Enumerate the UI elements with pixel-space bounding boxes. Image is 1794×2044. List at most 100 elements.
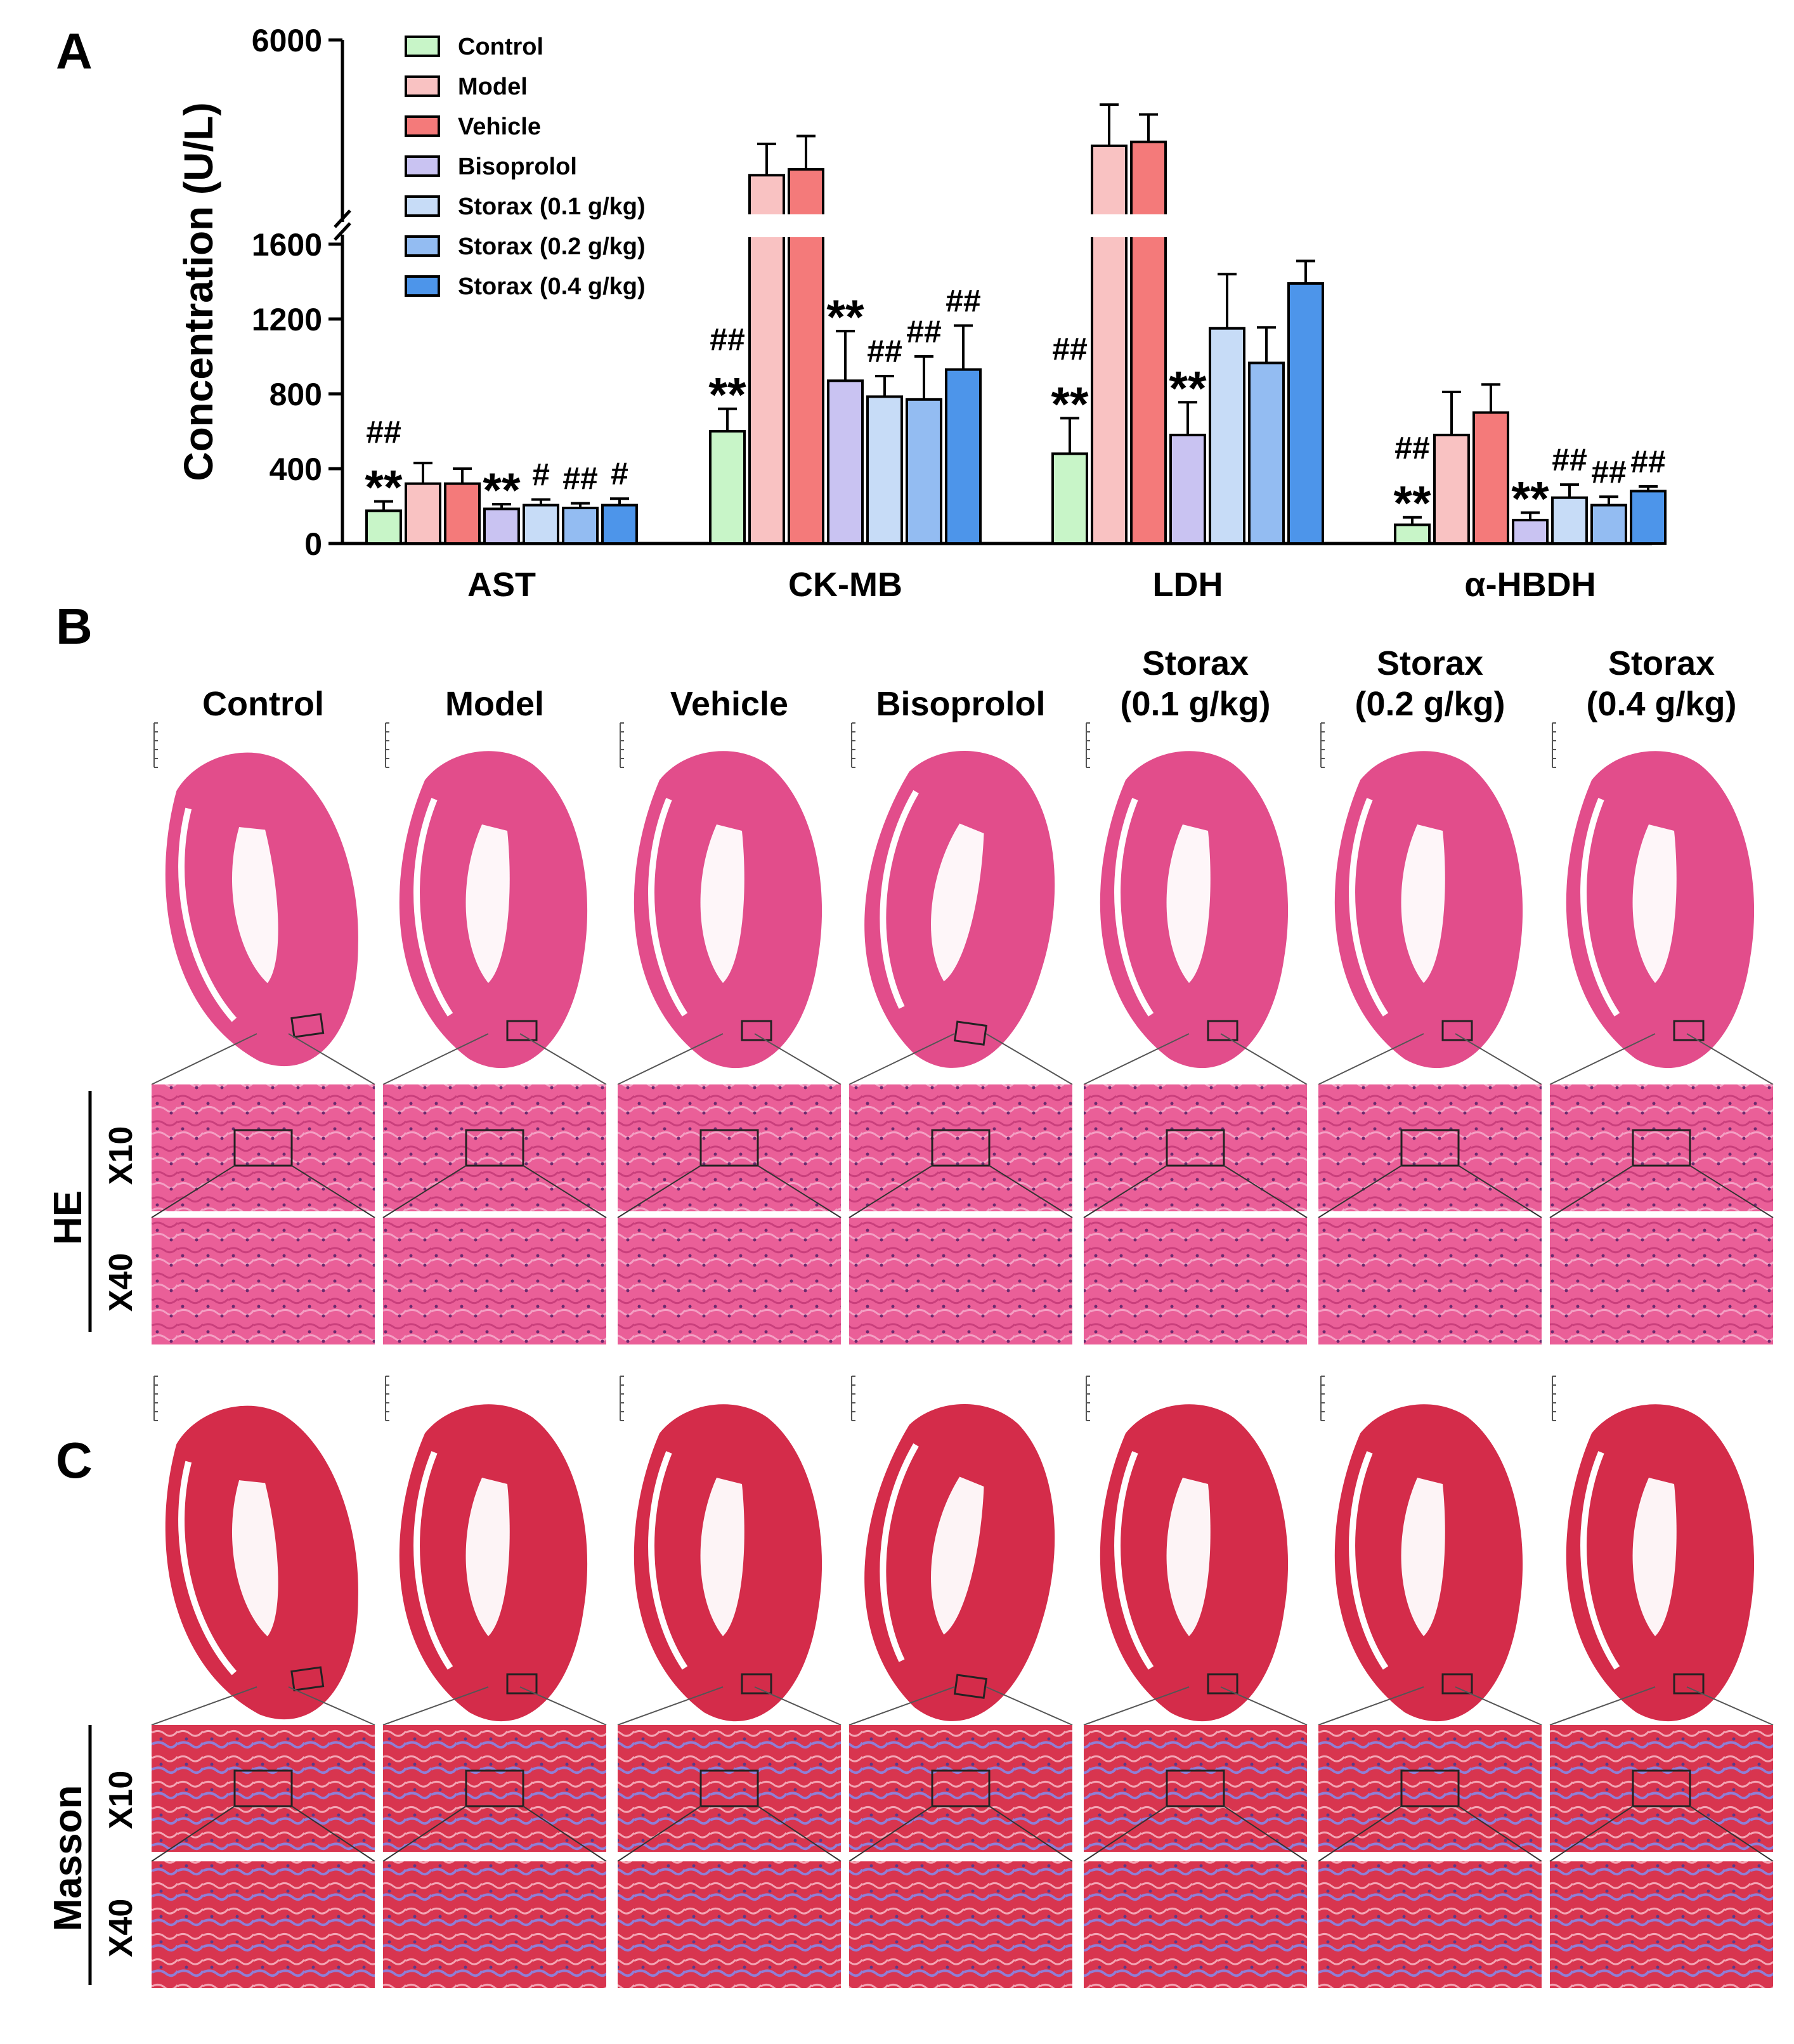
significance-stars: ** xyxy=(365,461,403,515)
right-ventricle-cleft xyxy=(1114,1451,1154,1670)
masson-heart xyxy=(165,1405,358,1720)
significance-annotations: **##** # ## #**## **######**##****##**## ## ## xyxy=(365,283,1665,530)
ventricle-cavity xyxy=(1166,824,1211,983)
bar-CK-MB-Control xyxy=(709,430,746,545)
zoom-connector xyxy=(754,1033,842,1085)
he-heart xyxy=(1100,751,1289,1069)
significance-hash: # xyxy=(532,457,550,493)
he-x10-tile xyxy=(1318,1084,1542,1211)
zoom-connector xyxy=(989,1165,1073,1218)
masson-x40-tile xyxy=(618,1861,841,1988)
significance-stars: ** xyxy=(1051,377,1089,431)
he-x10-tile xyxy=(1084,1084,1307,1211)
he-x40-tile xyxy=(152,1218,375,1344)
group-header: Control xyxy=(202,685,324,723)
masson-mag-high: X40 xyxy=(103,1899,140,1958)
zoom-connector xyxy=(288,1033,375,1085)
he-x10-tile xyxy=(1550,1084,1773,1211)
legend-swatch xyxy=(405,36,440,57)
legend-label: Vehicle xyxy=(458,114,541,140)
significance-hash: ## xyxy=(366,415,401,450)
he-x40-tile xyxy=(1318,1218,1542,1344)
masson-x10-tile xyxy=(618,1725,841,1852)
group-dose: (0.2 g/kg) xyxy=(1355,685,1505,723)
right-ventricle-cleft xyxy=(1349,798,1389,1017)
masson-heart xyxy=(399,1404,588,1722)
zoom-box xyxy=(233,1129,293,1167)
bar-α-HBDH-Storax (0.2 g/kg) xyxy=(1590,504,1627,545)
group-dose: (0.4 g/kg) xyxy=(1586,685,1736,723)
zoom-connector xyxy=(288,1686,375,1726)
masson-heart xyxy=(634,1404,822,1722)
ventricle-cavity xyxy=(931,1476,984,1635)
he-stain-label: HE xyxy=(46,1190,90,1245)
ventricle-cavity xyxy=(465,1478,510,1636)
legend-swatch xyxy=(405,195,440,217)
zoom-connector xyxy=(617,1033,724,1085)
he-x40-tile xyxy=(849,1218,1072,1344)
masson-x10-tile xyxy=(152,1725,375,1852)
axis-break-mark xyxy=(334,209,351,228)
axis-break-gap xyxy=(1049,214,1327,237)
axis-break-mark xyxy=(334,222,351,241)
zoom-connector xyxy=(617,1165,701,1218)
zoom-box xyxy=(506,1020,538,1041)
right-ventricle-cleft xyxy=(413,1451,453,1670)
right-ventricle-cleft xyxy=(1114,798,1154,1017)
bar-CK-MB-Storax (0.2 g/kg) xyxy=(906,398,942,545)
legend-label: Bisoprolol xyxy=(458,153,577,180)
y-tick-label: 800 xyxy=(270,377,322,412)
zoom-box xyxy=(1632,1769,1691,1807)
significance-stars: ** xyxy=(483,464,521,518)
zoom-connector xyxy=(1318,1165,1402,1218)
he-heart xyxy=(1334,751,1523,1069)
zoom-box xyxy=(1207,1020,1238,1041)
bar-LDH-Storax (0.2 g/kg) xyxy=(1248,361,1285,545)
ventricle-cavity xyxy=(231,827,278,984)
zoom-box xyxy=(465,1769,524,1807)
zoom-connector xyxy=(1549,1806,1634,1862)
ventricle-cavity xyxy=(700,824,744,983)
zoom-connector xyxy=(382,1806,467,1862)
zoom-connector xyxy=(382,1165,467,1218)
zoom-connector xyxy=(382,1033,489,1085)
zoom-box xyxy=(1166,1769,1225,1807)
zoom-connector xyxy=(151,1686,257,1726)
significance-hash: ## xyxy=(1552,442,1587,478)
ventricle-cavity xyxy=(465,824,510,983)
significance-hash: ## xyxy=(867,334,902,369)
group-header: Storax xyxy=(1377,644,1483,682)
zoom-connector xyxy=(1083,1806,1167,1862)
zoom-box xyxy=(290,1013,325,1038)
he-x40-tile xyxy=(618,1218,841,1344)
zoom-connector xyxy=(757,1165,842,1218)
category-label: α-HBDH xyxy=(1464,566,1596,604)
masson-x40-tile xyxy=(152,1861,375,1988)
zoom-connector xyxy=(1318,1806,1402,1862)
bar-AST-Bisoprolol xyxy=(483,507,520,545)
right-ventricle-cleft xyxy=(413,798,453,1017)
right-ventricle-cleft xyxy=(1580,798,1620,1017)
zoom-connector xyxy=(291,1165,375,1218)
zoom-connector xyxy=(1686,1686,1774,1726)
zoom-box xyxy=(1207,1673,1238,1695)
masson-x40-tile xyxy=(383,1861,606,1988)
masson-x10-tile xyxy=(849,1725,1072,1852)
significance-hash: ## xyxy=(906,314,942,349)
masson-heart xyxy=(864,1404,1055,1721)
masson-side-labels: Masson X10 X40 xyxy=(46,1725,140,1985)
axis-break-gap xyxy=(706,214,984,237)
right-ventricle-cleft xyxy=(648,798,688,1017)
masson-stain-label: Masson xyxy=(46,1785,90,1932)
zoom-box xyxy=(741,1673,772,1695)
bar-LDH-Control xyxy=(1051,452,1088,545)
he-mag-high: X40 xyxy=(103,1253,140,1312)
masson-x40-tile xyxy=(1550,1861,1773,1988)
group-header: Bisoprolol xyxy=(876,685,1046,723)
zoom-connector xyxy=(1318,1033,1424,1085)
zoom-box xyxy=(931,1769,991,1807)
zoom-connector xyxy=(1220,1033,1308,1085)
ventricle-cavity xyxy=(1632,824,1677,983)
right-ventricle-cleft xyxy=(1580,1451,1620,1670)
legend-label: Control xyxy=(458,34,543,60)
